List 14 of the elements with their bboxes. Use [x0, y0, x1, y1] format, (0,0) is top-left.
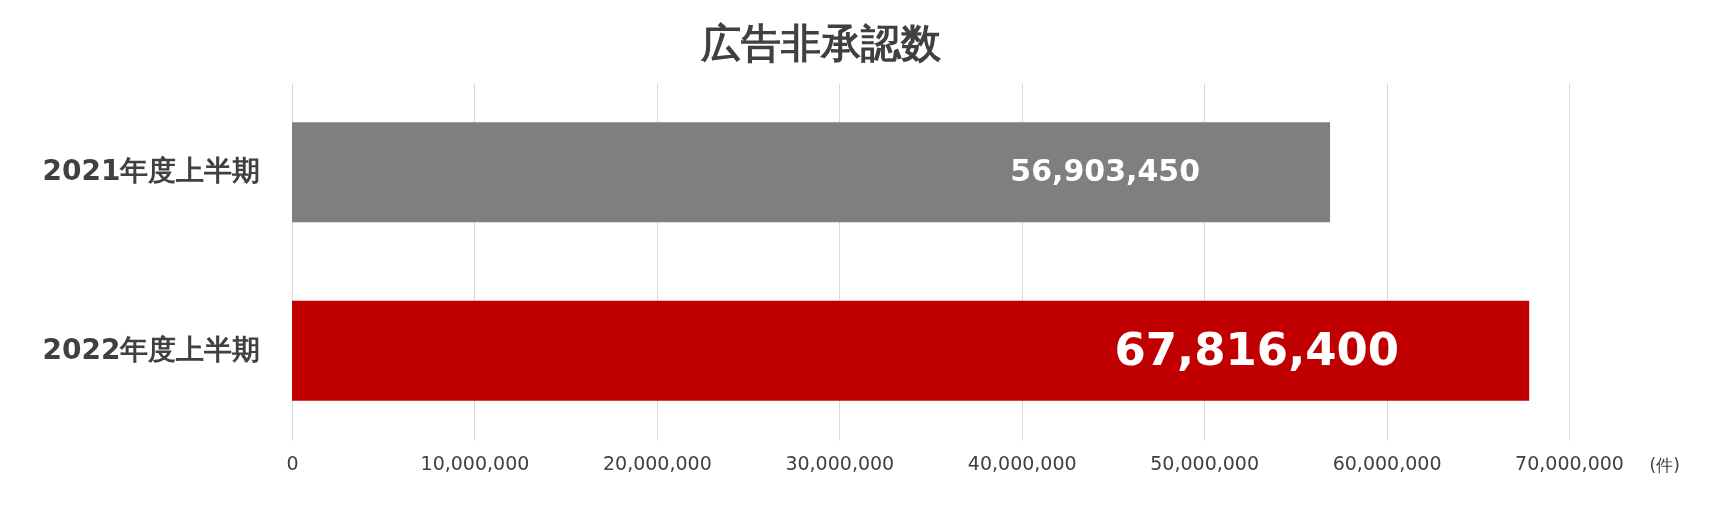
x-tick-label: 10,000,000 — [420, 451, 530, 474]
x-tick-label: 50,000,000 — [1150, 451, 1260, 474]
x-tick-label: 20,000,000 — [602, 451, 712, 474]
x-tick-label: 40,000,000 — [967, 451, 1077, 474]
chart-title: 広告非承認数 — [699, 20, 942, 66]
y-tick-label: 2022年度上半期 — [42, 332, 261, 366]
y-tick-label: 2021年度上半期 — [42, 154, 261, 188]
data-label: 67,816,400 — [1114, 322, 1400, 376]
x-tick-label: 0 — [286, 451, 299, 474]
data-label: 56,903,450 — [1010, 153, 1201, 189]
x-tick-label: 60,000,000 — [1332, 451, 1442, 474]
x-tick-label: 70,000,000 — [1515, 451, 1624, 474]
x-axis-title: (件) — [1649, 454, 1680, 475]
x-tick-label: 30,000,000 — [785, 451, 895, 474]
